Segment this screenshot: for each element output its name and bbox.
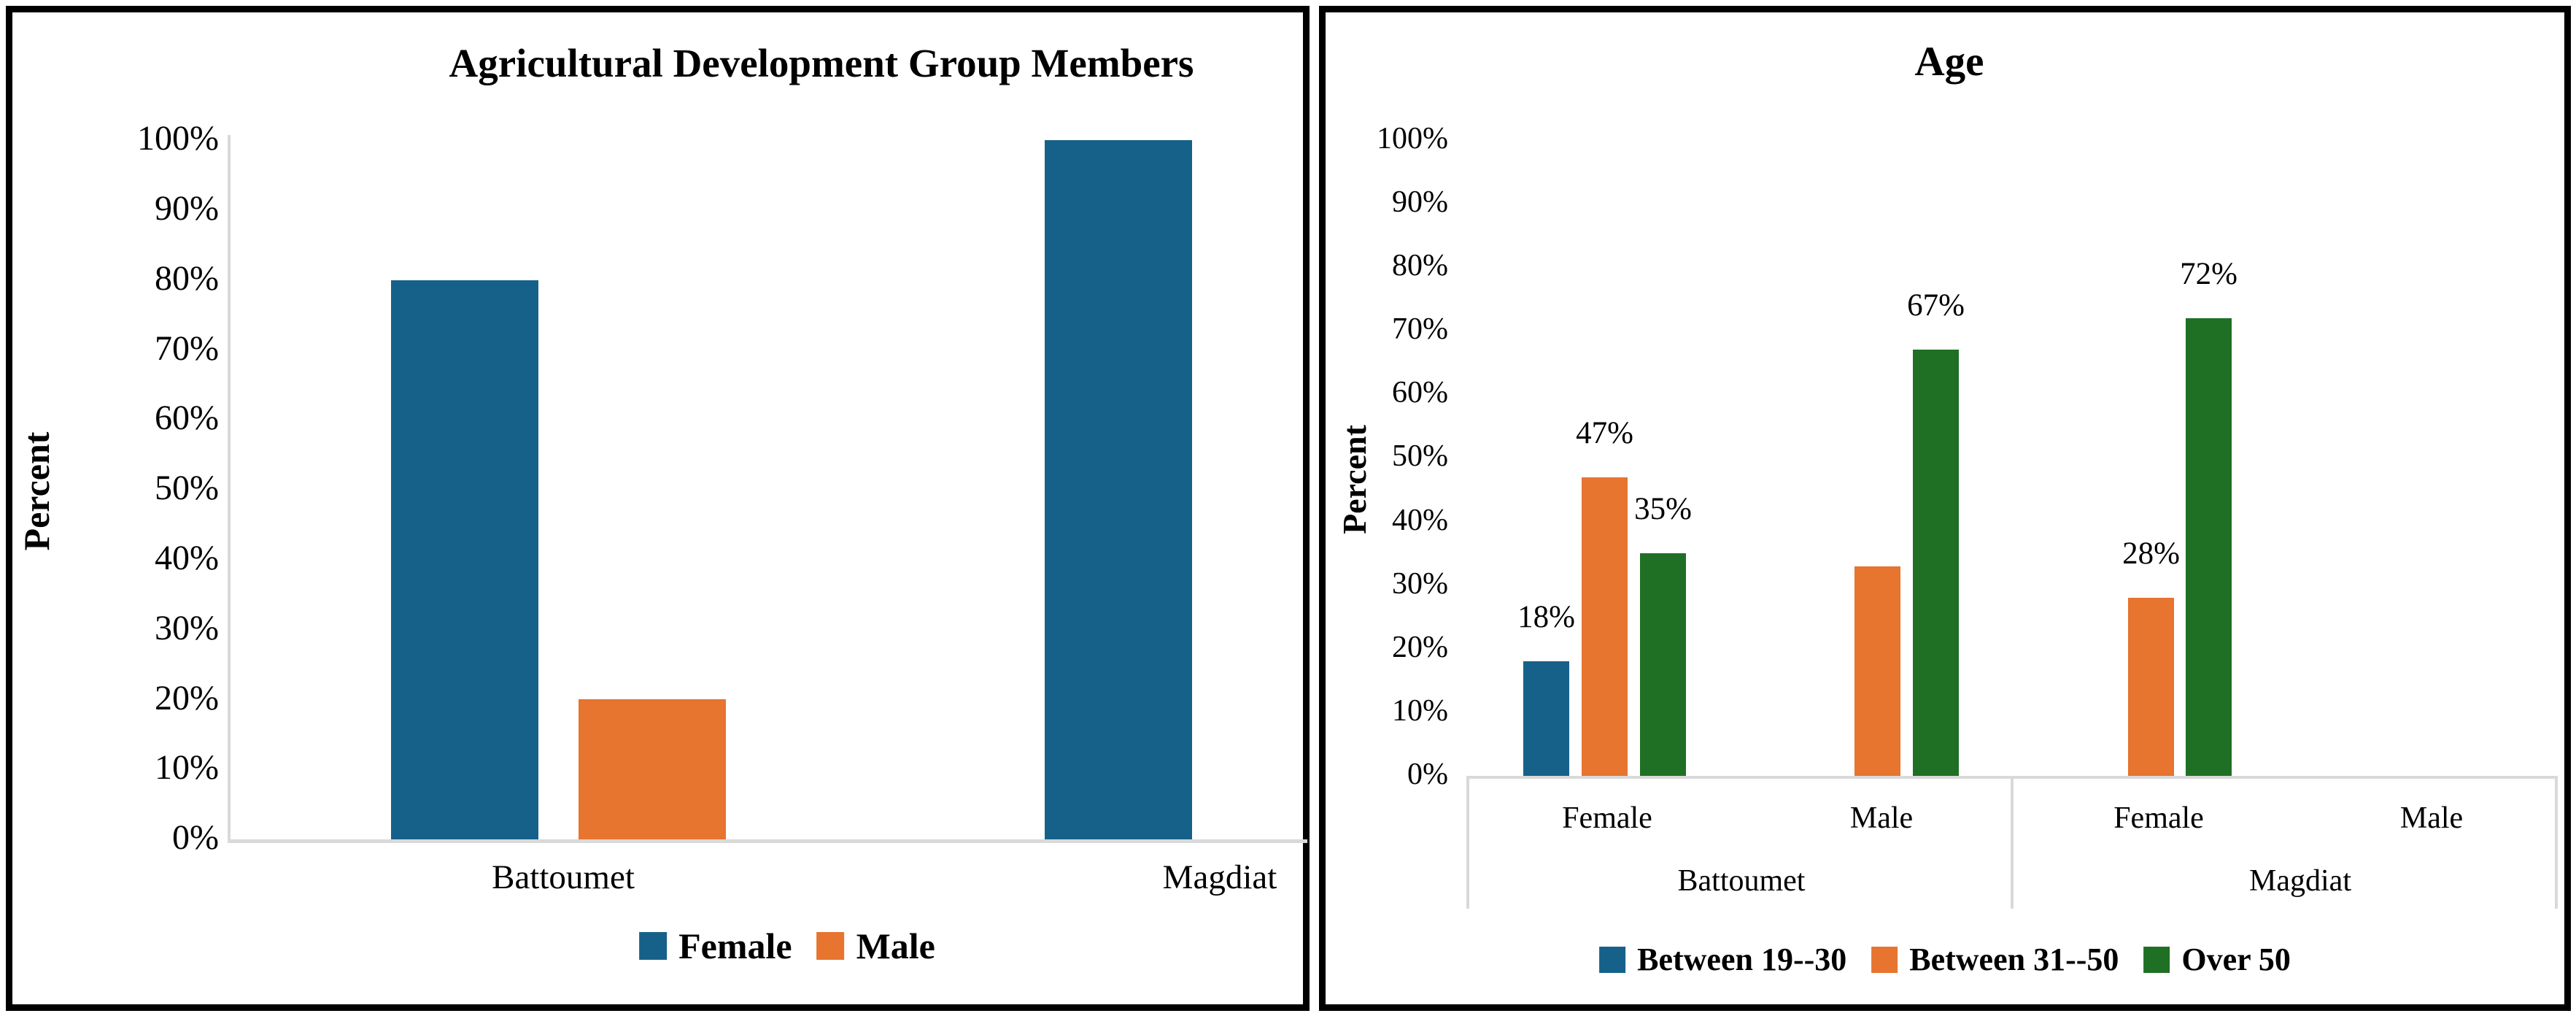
bar-male-0 bbox=[579, 699, 726, 839]
y-tick-label: 60% bbox=[1392, 376, 1448, 410]
y-tick-label: 80% bbox=[1392, 249, 1448, 283]
legend-item: Female bbox=[639, 925, 792, 967]
bar-between-31-50-2 bbox=[2128, 598, 2174, 776]
legend-swatch-female bbox=[639, 932, 668, 960]
y-tick-label: 10% bbox=[155, 748, 219, 788]
legend-item: Between 31--50 bbox=[1871, 941, 2119, 978]
bar-over-50-2 bbox=[2186, 318, 2232, 776]
y-tick-label: 50% bbox=[155, 469, 219, 508]
bar-female-0 bbox=[391, 280, 538, 839]
x-category-label: Battoumet bbox=[492, 858, 635, 896]
y-tick-label: 70% bbox=[1392, 312, 1448, 347]
y-tick-label: 40% bbox=[155, 539, 219, 578]
y-tick-label: 100% bbox=[137, 119, 219, 158]
legend-label: Over 50 bbox=[2181, 942, 2291, 977]
legend-label: Male bbox=[856, 925, 935, 966]
bar-data-label: 72% bbox=[2180, 257, 2237, 291]
legend-swatch-male bbox=[816, 932, 845, 960]
legend-item: Over 50 bbox=[2143, 941, 2291, 978]
bar-data-label: 35% bbox=[1634, 492, 1692, 526]
x-group-label: Magdiat bbox=[2249, 864, 2351, 898]
y-tick-label: 50% bbox=[1392, 439, 1448, 474]
x-subcategory-label: Female bbox=[2113, 801, 2204, 835]
x-category-label: Magdiat bbox=[1162, 858, 1277, 896]
age-chart-panel: Age Percent 100% 90% 80% 70% 60% 50% 40% 30% 20%… bbox=[1319, 6, 2571, 1011]
bar-over-50-1 bbox=[1913, 350, 1959, 776]
y-tick-label: 0% bbox=[172, 818, 219, 858]
y-tick-label: 20% bbox=[1392, 630, 1448, 664]
legend-label: Between 19--30 bbox=[1637, 942, 1847, 977]
legend-swatch-over-50 bbox=[2143, 946, 2170, 973]
y-tick-label: 40% bbox=[1392, 503, 1448, 537]
legend-item: Male bbox=[816, 925, 935, 967]
legend-swatch-between-19-30 bbox=[1599, 946, 1626, 973]
bar-between-19-30-0 bbox=[1523, 661, 1569, 776]
x-subcategory-label: Female bbox=[1562, 801, 1652, 835]
chart-title: Age bbox=[1914, 39, 1984, 85]
members-chart-panel: Agricultural Development Group Members P… bbox=[6, 6, 1310, 1011]
x-group-label: Battoumet bbox=[1677, 864, 1806, 898]
x-axis-line bbox=[228, 839, 1307, 843]
y-tick-label: 90% bbox=[1392, 185, 1448, 220]
y-tick-label: 70% bbox=[155, 328, 219, 368]
y-tick-label: 20% bbox=[155, 678, 219, 717]
legend-item: Between 19--30 bbox=[1599, 941, 1846, 978]
y-tick-label: 80% bbox=[155, 258, 219, 298]
legend-label: Between 31--50 bbox=[1909, 942, 2119, 977]
legend: Between 19--30 Between 31--50 Over 50 bbox=[1599, 941, 2291, 978]
y-axis-line bbox=[228, 135, 231, 842]
bar-data-label: 47% bbox=[1576, 416, 1633, 450]
legend-label: Female bbox=[678, 925, 792, 966]
y-tick-label: 90% bbox=[155, 189, 219, 228]
legend-swatch-between-31-50 bbox=[1871, 946, 1898, 973]
category-separator-line bbox=[2011, 776, 2014, 909]
y-tick-label: 30% bbox=[1392, 566, 1448, 601]
bar-female-1 bbox=[1045, 140, 1192, 839]
bar-data-label: 18% bbox=[1517, 600, 1575, 634]
bar-data-label: 67% bbox=[1907, 288, 1965, 323]
bar-between-31-50-0 bbox=[1582, 477, 1628, 776]
x-subcategory-label: Male bbox=[1849, 801, 1914, 835]
chart-title: Agricultural Development Group Members bbox=[449, 41, 1194, 85]
y-tick-label: 30% bbox=[155, 608, 219, 647]
y-tick-label: 10% bbox=[1392, 693, 1448, 728]
bar-data-label: 28% bbox=[2122, 536, 2180, 571]
legend: Female Male bbox=[639, 925, 935, 967]
bar-between-31-50-1 bbox=[1854, 566, 1900, 776]
x-subcategory-label: Male bbox=[2399, 801, 2464, 835]
category-separator-line bbox=[2555, 776, 2558, 909]
y-tick-label: 60% bbox=[155, 399, 219, 438]
y-tick-label: 0% bbox=[1407, 757, 1448, 791]
category-separator-line bbox=[1466, 776, 1469, 909]
bar-over-50-0 bbox=[1640, 553, 1686, 776]
y-tick-label: 100% bbox=[1377, 121, 1448, 155]
